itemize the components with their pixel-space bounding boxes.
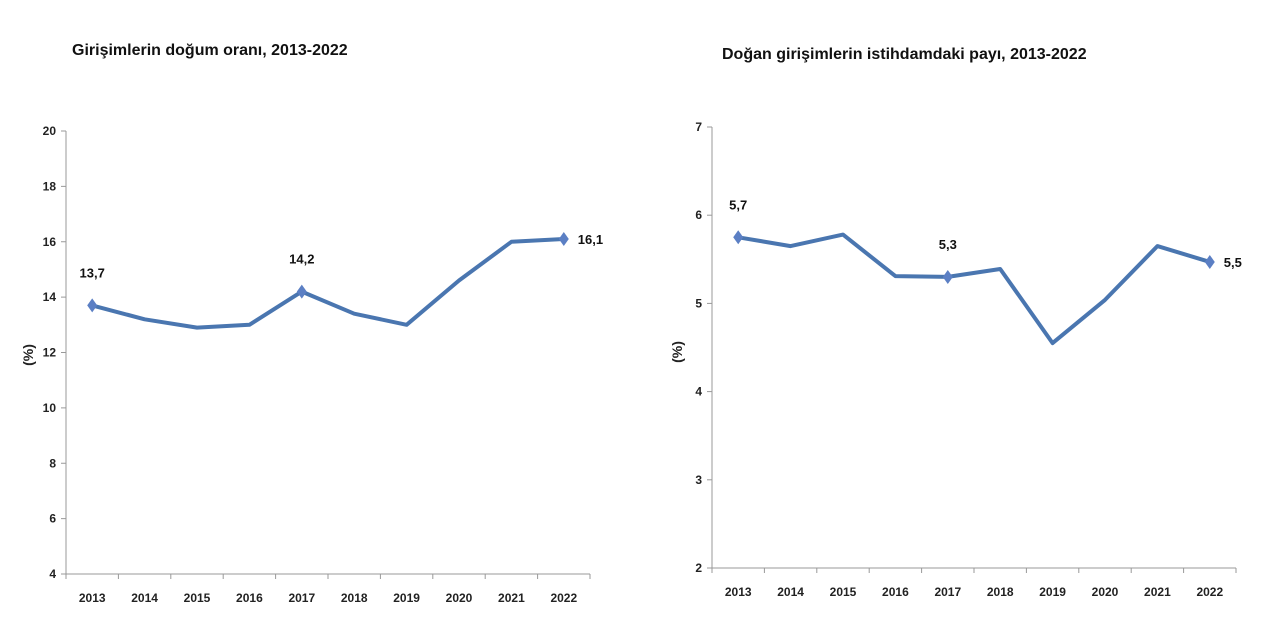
x-tick-label: 2015 (184, 591, 211, 605)
data-label: 13,7 (80, 265, 105, 280)
series-line (91, 237, 564, 330)
data-marker-diamond (296, 284, 307, 299)
data-label: 14,2 (289, 252, 314, 267)
data-label: 16,1 (578, 232, 603, 247)
data-marker-diamond (558, 231, 569, 246)
x-tick-label: 2022 (1196, 585, 1223, 599)
y-tick-label: 7 (695, 120, 702, 134)
y-tick-label: 4 (695, 385, 702, 399)
chart-title-birth-rate: Girişimlerin doğum oranı, 2013-2022 (72, 42, 348, 59)
y-axis-label-right: (%) (669, 341, 685, 363)
x-tick-label: 2017 (934, 585, 961, 599)
y-tick-label: 10 (43, 401, 57, 415)
x-tick-label: 2021 (1144, 585, 1171, 599)
chart-title-employment-share: Doğan girişimlerin istihdamdaki payı, 20… (722, 46, 1087, 63)
data-label: 5,3 (939, 237, 957, 252)
y-tick-label: 2 (695, 561, 702, 575)
chart-employment-share: 2 3 4 5 6 7 2013 2014 2015 2016 2017 2018 2019 2020 20… (695, 120, 1242, 599)
data-marker-diamond (1204, 254, 1215, 269)
x-tick-label: 2016 (882, 585, 909, 599)
y-tick-label: 3 (695, 473, 702, 487)
x-tick-label: 2014 (131, 591, 158, 605)
y-tick-label: 5 (695, 296, 702, 310)
data-marker-diamond (87, 298, 98, 313)
x-tick-label: 2022 (550, 591, 577, 605)
x-tick-label: 2016 (236, 591, 263, 605)
x-tick-label: 2020 (446, 591, 473, 605)
data-label: 5,5 (1224, 255, 1242, 270)
x-tick-label: 2017 (288, 591, 315, 605)
y-tick-label: 16 (43, 235, 57, 249)
data-marker-diamond (942, 269, 953, 284)
x-tick-label: 2018 (987, 585, 1014, 599)
series-line (737, 232, 1211, 346)
y-tick-label: 12 (43, 346, 57, 360)
y-tick-label: 8 (49, 456, 56, 470)
x-tick-label: 2021 (498, 591, 525, 605)
x-tick-label: 2014 (777, 585, 804, 599)
x-tick-label: 2020 (1092, 585, 1119, 599)
y-tick-label: 14 (43, 290, 57, 304)
x-tick-label: 2019 (1039, 585, 1066, 599)
y-tick-label: 6 (49, 512, 56, 526)
y-axis-label-left: (%) (20, 344, 36, 366)
chart-birth-rate: 4 6 8 10 12 14 16 18 20 2013 2014 2015 2016 2017 2018 2… (43, 124, 603, 605)
x-tick-label: 2015 (830, 585, 857, 599)
x-tick-label: 2018 (341, 591, 368, 605)
x-tick-label: 2019 (393, 591, 420, 605)
y-tick-label: 6 (695, 208, 702, 222)
y-tick-label: 4 (49, 567, 56, 581)
x-tick-label: 2013 (79, 591, 106, 605)
x-tick-label: 2013 (725, 585, 752, 599)
y-tick-label: 18 (43, 179, 57, 193)
y-tick-label: 20 (43, 124, 57, 138)
data-marker-diamond (733, 230, 744, 245)
data-label: 5,7 (729, 197, 747, 212)
